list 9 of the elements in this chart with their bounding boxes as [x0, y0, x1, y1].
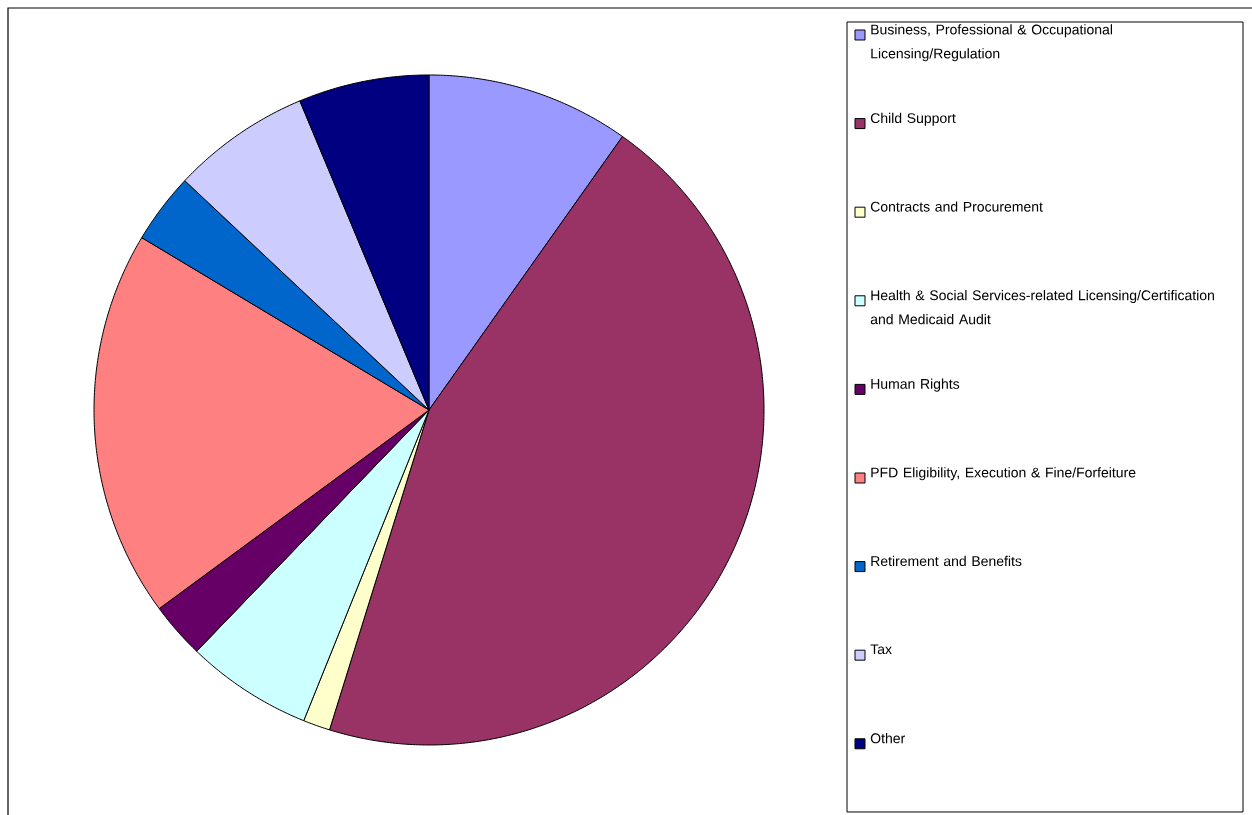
legend-label: Contracts and Procurement	[870, 201, 1043, 212]
legend-label: PFD Eligibility, Execution & Fine/Forfeiture	[871, 467, 1136, 481]
legend-label: Business, Professional & Occupational Licensing/Regulation	[871, 24, 1113, 62]
legend-label: Human Rights	[871, 378, 960, 392]
legend-label: Other	[870, 732, 905, 744]
legend-label: Health & Social Services-related Licensing/Certification and Medicaid Audit	[870, 289, 1214, 325]
legend-label: Tax	[870, 644, 892, 655]
legend-label: Retirement and Benefits	[871, 555, 1022, 567]
legend-label: Child Support	[870, 112, 956, 126]
